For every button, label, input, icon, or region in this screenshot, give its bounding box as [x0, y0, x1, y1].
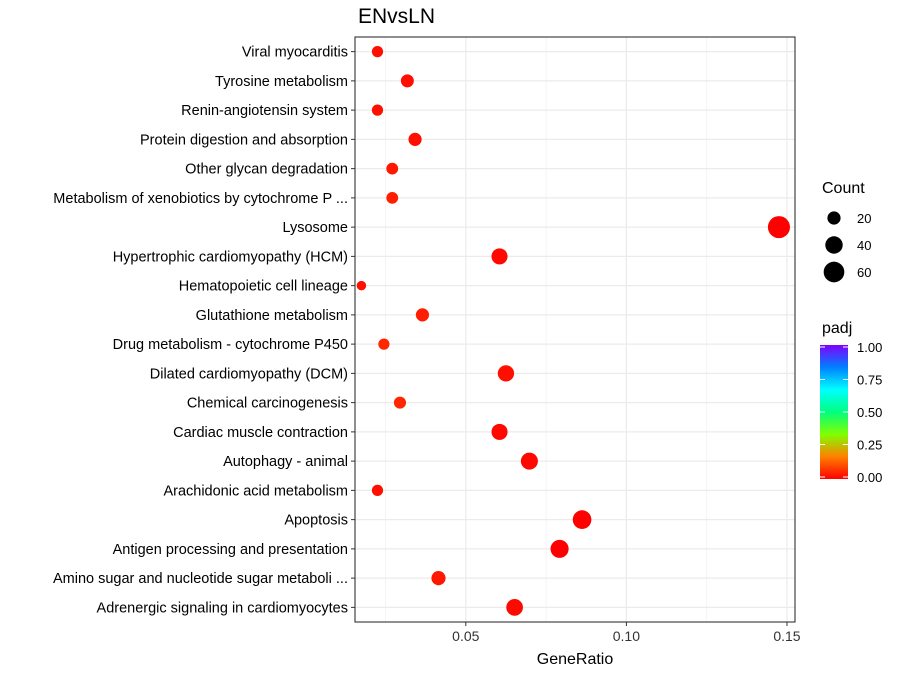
count-legend-key	[827, 211, 841, 225]
y-tick-label: Amino sugar and nucleotide sugar metabol…	[53, 571, 348, 587]
count-legend: Count 20 40 60	[822, 180, 871, 283]
data-point	[767, 216, 790, 239]
y-tick-label: Other glycan degradation	[185, 162, 348, 178]
y-tick-label: Lysosome	[282, 220, 348, 236]
colorbar-label: 0.00	[857, 470, 882, 485]
data-point	[393, 396, 407, 409]
data-point	[408, 132, 422, 146]
data-point	[520, 452, 538, 470]
y-tick-label: Autophagy - animal	[223, 454, 348, 470]
count-legend-label: 60	[857, 265, 871, 280]
data-point	[356, 280, 367, 291]
data-point	[497, 365, 515, 382]
plot-border	[354, 36, 796, 623]
y-tick-label: Tyrosine metabolism	[215, 74, 348, 90]
data-point	[491, 248, 508, 265]
y-tick-label: Arachidonic acid metabolism	[163, 483, 348, 499]
padj-legend: padj 0.00 0.25 0.50 0.75 1.00	[820, 320, 882, 485]
y-tick-label: Hypertrophic cardiomyopathy (HCM)	[113, 249, 348, 265]
plot-panel	[355, 37, 795, 622]
data-point	[400, 74, 414, 88]
colorbar-label: 0.25	[857, 438, 882, 453]
data-point	[550, 539, 569, 558]
count-legend-label: 40	[857, 238, 871, 253]
x-tick-label: 0.10	[613, 628, 640, 644]
x-tick-label: 0.05	[452, 628, 479, 644]
x-axis-label: GeneRatio	[537, 651, 614, 668]
grid-lines	[355, 37, 795, 622]
data-point	[371, 104, 384, 116]
data-point	[378, 338, 390, 350]
data-point	[371, 46, 384, 58]
y-tick-label: Apoptosis	[284, 513, 348, 529]
data-point	[415, 308, 430, 322]
y-tick-label: Metabolism of xenobiotics by cytochrome …	[53, 191, 348, 207]
y-axis: Viral myocarditis Tyrosine metabolism Reni…	[53, 45, 355, 616]
count-legend-key	[823, 261, 845, 283]
y-tick-label: Hematopoietic cell lineage	[179, 279, 348, 295]
colorbar-label: 0.50	[857, 405, 882, 420]
y-tick-label: Drug metabolism - cytochrome P450	[113, 337, 348, 353]
data-point	[506, 599, 523, 616]
data-point	[386, 191, 399, 204]
y-tick-label: Dilated cardiomyopathy (DCM)	[150, 366, 348, 382]
y-tick-label: Cardiac muscle contraction	[173, 425, 348, 441]
y-tick-label: Glutathione metabolism	[196, 308, 348, 324]
points-layer	[356, 46, 790, 616]
padj-legend-title: padj	[822, 320, 852, 337]
y-tick-label: Renin-angiotensin system	[181, 103, 348, 119]
data-point	[386, 162, 399, 175]
y-tick-label: Adrenergic signaling in cardiomyocytes	[97, 600, 348, 616]
x-tick-label: 0.15	[773, 628, 800, 644]
count-legend-key	[825, 236, 843, 254]
chart-title: ENvsLN	[358, 5, 435, 28]
count-legend-title: Count	[822, 180, 865, 197]
data-point	[431, 571, 446, 586]
data-point	[491, 423, 508, 440]
y-tick-label: Viral myocarditis	[242, 45, 348, 61]
colorbar-label: 0.75	[857, 373, 882, 388]
data-point	[572, 510, 592, 529]
y-tick-label: Antigen processing and presentation	[113, 542, 348, 558]
y-tick-label: Protein digestion and absorption	[140, 132, 348, 148]
colorbar-label: 1.00	[857, 340, 882, 355]
count-legend-label: 20	[857, 211, 871, 226]
x-axis: 0.05 0.10 0.15	[452, 622, 801, 644]
y-tick-label: Chemical carcinogenesis	[187, 396, 348, 412]
data-point	[371, 484, 384, 496]
